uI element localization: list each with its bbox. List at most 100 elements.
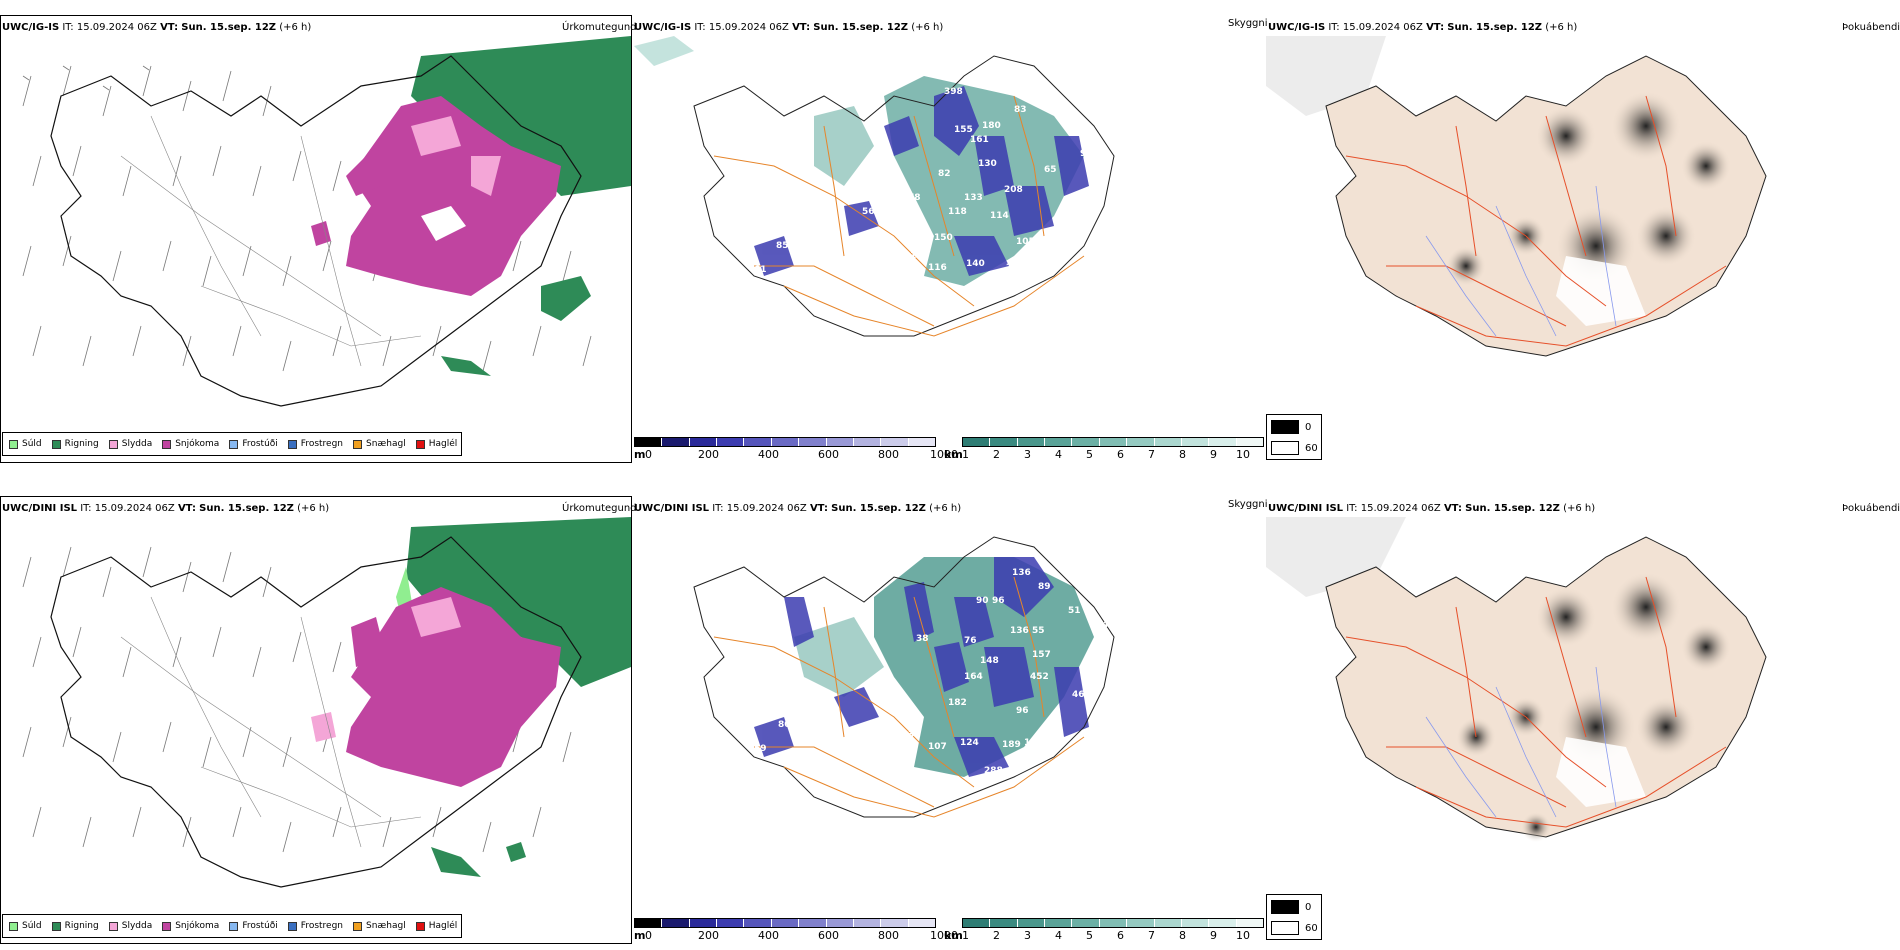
model-name: UWC/IG-IS (2, 22, 60, 33)
peak-label: 157 (1032, 650, 1051, 660)
precip-title: Úrkomutegund (562, 503, 637, 514)
peak-label: 208 (1004, 185, 1023, 195)
fog-legend-item: 60 (1271, 921, 1318, 935)
legend-swatch (287, 921, 297, 931)
peak-label: 96 (992, 596, 1005, 606)
roads (1345, 95, 1727, 347)
peak-label: 140 (966, 259, 985, 269)
peak-label: 272 (984, 285, 1003, 295)
fog-title: Þokuábendi (1842, 503, 1900, 514)
legend-swatch (162, 921, 172, 931)
cloud-title: Skyggni (1228, 18, 1268, 29)
legend-swatch (108, 921, 118, 931)
peak-label: 85 (776, 241, 789, 251)
fog-legend-item: 0 (1271, 420, 1311, 434)
legend-item: Frostregn (287, 439, 343, 449)
wind-barbs (22, 546, 572, 853)
legend-item: Rigning (51, 921, 99, 931)
peak-label: 114 (990, 211, 1009, 221)
cloud-base-blobs (754, 557, 1089, 777)
peak-label: 60 (858, 724, 871, 734)
peak-label: 118 (948, 207, 967, 217)
peak-label: 36 (908, 730, 921, 740)
peak-label: 59 (754, 744, 767, 754)
peak-label: 61 (754, 265, 767, 275)
coastline (50, 536, 582, 888)
peak-label: 83 (1014, 105, 1027, 115)
legend-swatch (415, 439, 425, 449)
peak-label: 56 (862, 207, 875, 217)
rivers (1425, 185, 1617, 337)
coastline (693, 536, 1115, 818)
peak-label: 116 (928, 263, 947, 273)
cloud-base-colorbar (634, 918, 936, 928)
cloud-map: 398 83 155 180 96 161 130 65 82 208 78 7… (634, 36, 1115, 387)
peak-label: 150 (934, 233, 953, 243)
legend-item: Frostregn (287, 921, 343, 931)
legend-swatch (108, 439, 118, 449)
peak-label: 150 (1024, 738, 1043, 748)
fog-legend-item: 60 (1271, 441, 1318, 455)
fog-map (1266, 517, 1767, 842)
peak-label: 90 (976, 596, 989, 606)
legend-swatch (9, 921, 18, 931)
peak-labels: 398 83 155 180 96 161 130 65 82 208 78 7… (754, 87, 1093, 387)
roads (713, 95, 1085, 337)
legend-swatch (353, 921, 363, 931)
peak-label: 82 (938, 169, 951, 179)
peak-label: 128 (1028, 259, 1047, 269)
row-2: UWC/DINI ISL IT: 15.09.2024 06Z VT: Sun.… (0, 482, 1900, 950)
legend-item: Snæhagl (353, 439, 406, 449)
island-fill (1325, 55, 1767, 357)
peak-label: 80 (778, 720, 791, 730)
precip-map (22, 517, 631, 888)
legend-item: Snæhagl (353, 921, 406, 931)
legend-swatch (287, 439, 297, 449)
precip-panel-frame (0, 15, 632, 463)
snow-area (346, 96, 561, 296)
unit-label: km (944, 929, 963, 942)
coastline (50, 55, 582, 407)
rain-area (406, 517, 631, 687)
legend-swatch (229, 921, 239, 931)
unit-label: m (634, 929, 646, 942)
rain-area (411, 36, 631, 196)
peak-label: 288 (984, 766, 1003, 776)
legend-item: Frostúði (229, 439, 278, 449)
row-1: UWC/IG-IS IT: 15.09.2024 06Z VT: Sun. 15… (0, 0, 1900, 470)
legend-item: Rigning (51, 439, 99, 449)
peak-label: 155 (954, 125, 973, 135)
legend-swatch (51, 921, 61, 931)
cloud-title: Skyggni (1228, 499, 1268, 510)
legend-swatch (353, 439, 363, 449)
peak-label: 124 (960, 738, 979, 748)
legend-item: Frostúði (229, 921, 278, 931)
fog-legend-item: 0 (1271, 900, 1311, 914)
rivers (1425, 666, 1617, 818)
peak-label: 180 (982, 121, 1001, 131)
precip-panel-header: UWC/IG-IS IT: 15.09.2024 06Z VT: Sun. 15… (2, 22, 312, 33)
legend-swatch (9, 439, 18, 449)
peak-label: 55 (1032, 626, 1045, 636)
unit-label: km (944, 448, 963, 461)
precip-map (22, 36, 631, 407)
peak-label: 182 (948, 698, 967, 708)
legend-swatch (51, 439, 61, 449)
cloud-map: 136 89 90 96 51 94 136 55 38 76 157 148 … (693, 536, 1115, 866)
peak-label: 46 (1072, 690, 1085, 700)
cloud-panel-header: UWC/IG-IS IT: 15.09.2024 06Z VT: Sun. 15… (634, 22, 944, 33)
peak-label: 189 (1002, 740, 1021, 750)
peak-label: 105 (1016, 237, 1035, 247)
roads (713, 576, 1085, 818)
visibility-colorbar (962, 918, 1264, 928)
visibility-ticks: km 1 2 3 4 5 6 7 8 9 10 (944, 929, 1250, 942)
peak-label: 38 (916, 634, 929, 644)
fog-title: Þokuábendi (1842, 22, 1900, 33)
peak-label: 130 (910, 251, 929, 261)
coastline (693, 55, 1115, 337)
fog-panel-header: UWC/IG-IS IT: 15.09.2024 06Z VT: Sun. 15… (1268, 22, 1578, 33)
peak-label: 252 (1006, 263, 1025, 273)
legend-item: Slydda (108, 921, 152, 931)
legend-item: Súld (9, 439, 42, 449)
cloud-base-colorbar (634, 437, 936, 447)
